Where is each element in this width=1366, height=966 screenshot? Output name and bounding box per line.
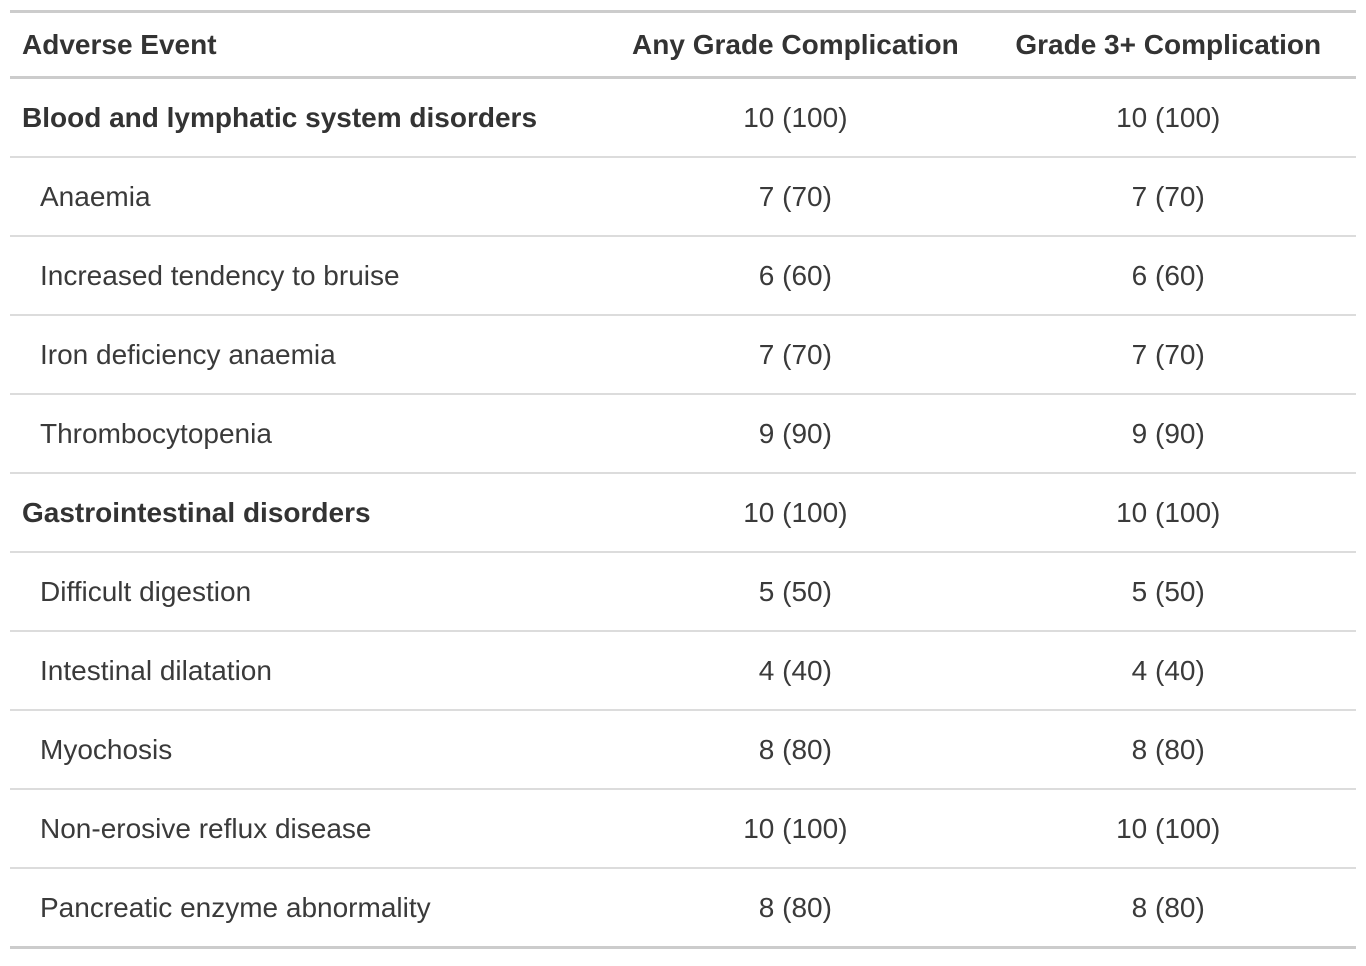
adverse-event-label: Increased tendency to bruise (10, 235, 611, 315)
grade3-value: 7 (70) (980, 314, 1356, 394)
grade3-value: 4 (40) (980, 630, 1356, 710)
any-grade-value: 8 (80) (610, 709, 981, 789)
column-header-adverse-event: Adverse Event (10, 11, 611, 79)
table-row: Difficult digestion 5 (50) 5 (50) (10, 551, 1356, 631)
adverse-event-label: Non-erosive reflux disease (10, 788, 611, 868)
table-row: Thrombocytopenia 9 (90) 9 (90) (10, 393, 1356, 473)
any-grade-value: 7 (70) (610, 314, 981, 394)
grade3-value: 8 (80) (980, 709, 1356, 789)
any-grade-value: 10 (100) (610, 788, 981, 868)
grade3-value: 8 (80) (980, 867, 1356, 948)
table-row: Iron deficiency anaemia 7 (70) 7 (70) (10, 314, 1356, 394)
table-row: Blood and lymphatic system disorders 10 … (10, 78, 1356, 158)
adverse-event-label: Myochosis (10, 709, 611, 789)
any-grade-value: 10 (100) (743, 101, 848, 133)
any-grade-value: 7 (70) (610, 156, 981, 236)
grade3-value: 10 (100) (980, 788, 1356, 868)
adverse-event-label: Intestinal dilatation (10, 630, 611, 710)
adverse-event-label: Thrombocytopenia (10, 393, 611, 473)
adverse-event-label: Difficult digestion (10, 551, 611, 631)
any-grade-value: 8 (80) (610, 867, 981, 948)
any-grade-value: 6 (60) (610, 235, 981, 315)
adverse-event-label: Pancreatic enzyme abnormality (10, 867, 611, 948)
adverse-event-label: Blood and lymphatic system disorders (22, 101, 538, 133)
grade3-value: 10 (100) (1116, 101, 1221, 133)
column-header-any-grade-complication: Any Grade Complication (610, 11, 981, 79)
grade3-value: 6 (60) (980, 235, 1356, 315)
adverse-event-label: Anaemia (10, 156, 611, 236)
table-row: Gastrointestinal disorders 10 (100) 10 (… (10, 472, 1356, 552)
adverse-event-label: Iron deficiency anaemia (10, 314, 611, 394)
header-row: Adverse Event Any Grade Complication Gra… (10, 11, 1356, 79)
any-grade-value: 5 (50) (610, 551, 981, 631)
column-header-grade-3plus-complication: Grade 3+ Complication (980, 11, 1356, 79)
table-header: Adverse Event Any Grade Complication Gra… (10, 11, 1356, 79)
adverse-events-table: Adverse Event Any Grade Complication Gra… (10, 10, 1356, 949)
table-row: Increased tendency to bruise 6 (60) 6 (6… (10, 235, 1356, 315)
table-row: Myochosis 8 (80) 8 (80) (10, 709, 1356, 789)
table-row: Pancreatic enzyme abnormality 8 (80) 8 (… (10, 867, 1356, 948)
table-body: Blood and lymphatic system disorders 10 … (10, 78, 1356, 948)
any-grade-value: 4 (40) (610, 630, 981, 710)
grade3-value: 5 (50) (980, 551, 1356, 631)
grade3-value: 10 (100) (980, 472, 1356, 552)
table-row: Anaemia 7 (70) 7 (70) (10, 156, 1356, 236)
grade3-value: 9 (90) (980, 393, 1356, 473)
table-row: Non-erosive reflux disease 10 (100) 10 (… (10, 788, 1356, 868)
table-row: Intestinal dilatation 4 (40) 4 (40) (10, 630, 1356, 710)
any-grade-value: 10 (100) (610, 472, 981, 552)
any-grade-value: 9 (90) (610, 393, 981, 473)
adverse-event-label: Gastrointestinal disorders (10, 472, 611, 552)
grade3-value: 7 (70) (980, 156, 1356, 236)
